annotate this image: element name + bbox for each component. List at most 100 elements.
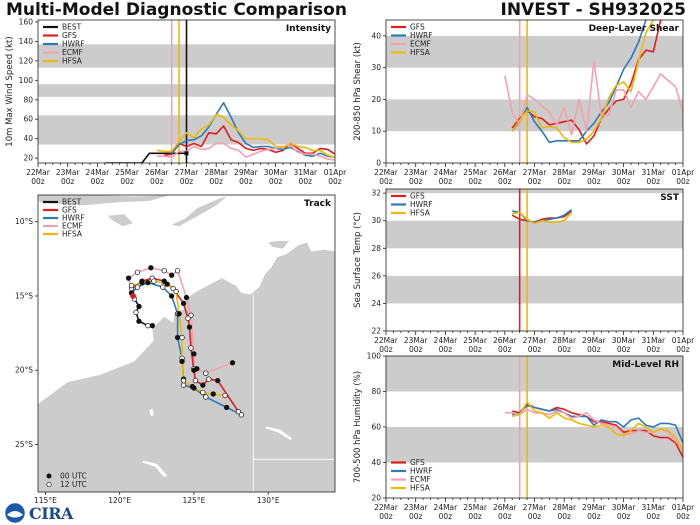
tiwi-islands: [268, 241, 289, 249]
x-tick-label: 22Mar: [374, 168, 399, 177]
panel-rh: 2040608010022Mar00z23Mar00z24Mar00z25Mar…: [353, 352, 695, 522]
x-tick-sublabel: 00z: [31, 177, 45, 186]
x-tick-sublabel: 00z: [328, 177, 342, 186]
legend-label-ecmf: ECMF: [62, 48, 83, 57]
x-tick-label: 28Mar: [552, 168, 577, 177]
x-tick-label: 28Mar: [204, 168, 229, 177]
x-tick-label: 31Mar: [293, 168, 318, 177]
x-tick-label: 25Mar: [115, 168, 140, 177]
cira-logo-text: CIRA: [29, 503, 73, 523]
legend-label-hfsa: HFSA: [410, 48, 431, 57]
track-point-00utc: [149, 323, 155, 329]
series-line-ecmf: [504, 60, 683, 136]
x-tick-label: 24Mar: [434, 503, 459, 512]
track-point-12utc: [180, 377, 187, 384]
track-point-12utc: [185, 315, 191, 321]
track-point-12utc: [203, 370, 209, 376]
x-tick-label: 27Mar: [175, 168, 200, 177]
x-tick-label: 120°E: [108, 496, 131, 505]
x-tick-sublabel: 00z: [647, 512, 661, 521]
plot-frame: [37, 194, 336, 493]
x-tick-sublabel: 00z: [617, 345, 631, 354]
x-tick-label: 26Mar: [493, 168, 518, 177]
y-tick-label: 20: [23, 154, 33, 163]
y-tick-label: 120: [19, 56, 34, 65]
x-tick-sublabel: 00z: [676, 512, 690, 521]
track-point-12utc: [174, 268, 181, 274]
panel-intensity: 2040608010012014016022Mar00z23Mar00z24Ma…: [5, 17, 347, 186]
salt-pan: [141, 460, 168, 478]
panel-title: Track: [304, 199, 332, 209]
x-tick-sublabel: 00z: [498, 177, 512, 186]
track-point-00utc: [186, 324, 193, 330]
x-tick-sublabel: 00z: [528, 512, 542, 521]
y-axis-label: 10m Max Wind Speed (kt): [5, 36, 15, 146]
legend-label-best: BEST: [62, 198, 82, 207]
x-tick-sublabel: 00z: [409, 512, 423, 521]
legend-label-hwrf: HWRF: [410, 467, 433, 476]
series-line-gfs: [164, 125, 335, 156]
track-point-00utc: [168, 293, 175, 299]
x-tick-label: 23Mar: [56, 168, 81, 177]
track-point-00utc: [215, 377, 221, 384]
track-point-12utc: [134, 269, 141, 275]
x-tick-label: 22Mar: [374, 336, 399, 345]
x-tick-sublabel: 00z: [379, 177, 393, 186]
legend-label-ecmf: ECMF: [62, 222, 83, 231]
y-tick-label: 20°S: [15, 366, 33, 375]
shaded-band: [386, 356, 683, 392]
track-point-00utc: [200, 382, 206, 388]
track-point-12utc: [206, 376, 212, 382]
figure-title-left: Multi-Model Diagnostic Comparison: [6, 0, 347, 20]
series-line-hwrf: [171, 101, 335, 158]
x-tick-label: 27Mar: [523, 503, 548, 512]
track-point-12utc: [133, 309, 139, 315]
legend-label-hwrf: HWRF: [62, 40, 85, 49]
shaded-band: [386, 189, 683, 194]
x-tick-label: 29Mar: [582, 336, 607, 345]
lesser-sunda-islands: [38, 195, 171, 206]
y-axis-label: Sea Surface Temp (°C): [353, 212, 363, 308]
x-tick-label: 28Mar: [552, 336, 577, 345]
y-tick-label: 60: [23, 115, 33, 124]
y-tick-label: 10: [371, 127, 381, 136]
marker-legend-symbol: [46, 481, 52, 488]
x-tick-sublabel: 00z: [617, 512, 631, 521]
x-tick-sublabel: 00z: [587, 512, 601, 521]
cira-logo: CIRA: [4, 503, 73, 523]
y-tick-label: 40: [371, 458, 381, 467]
x-tick-sublabel: 00z: [587, 345, 601, 354]
shaded-band: [386, 427, 683, 463]
x-tick-sublabel: 00z: [528, 177, 542, 186]
panel-sst: 22242628303222Mar00z23Mar00z24Mar00z25Ma…: [353, 188, 695, 354]
y-tick-label: 20: [371, 95, 381, 104]
x-tick-label: 115°E: [34, 496, 57, 505]
x-tick-sublabel: 00z: [91, 177, 105, 186]
x-tick-label: 30Mar: [612, 336, 637, 345]
track-point-12utc: [188, 345, 194, 351]
x-tick-label: 130°E: [257, 496, 280, 505]
legend-label-hfsa: HFSA: [410, 209, 431, 218]
track-point-12utc: [151, 278, 157, 284]
y-tick-label: 25°S: [15, 440, 33, 449]
shaded-band: [386, 220, 683, 249]
legend-label-hfsa: HFSA: [62, 230, 83, 239]
track-point-12utc: [200, 389, 206, 396]
legend-label-gfs: GFS: [410, 458, 425, 467]
legend-label-best: BEST: [62, 23, 82, 32]
panel-title: Intensity: [286, 24, 331, 34]
x-tick-sublabel: 00z: [269, 177, 283, 186]
panel-shear: 01020304022Mar00z23Mar00z24Mar00z25Mar00…: [353, 19, 695, 186]
track-point-00utc: [168, 272, 175, 278]
track-point-00utc: [183, 294, 190, 301]
x-tick-label: 27Mar: [523, 336, 548, 345]
lake-mackay: [265, 426, 292, 440]
track-point-00utc: [164, 281, 170, 287]
x-tick-sublabel: 00z: [676, 345, 690, 354]
x-tick-label: 26Mar: [493, 503, 518, 512]
track-point-12utc: [222, 392, 228, 399]
australia-landmass: [38, 242, 335, 492]
